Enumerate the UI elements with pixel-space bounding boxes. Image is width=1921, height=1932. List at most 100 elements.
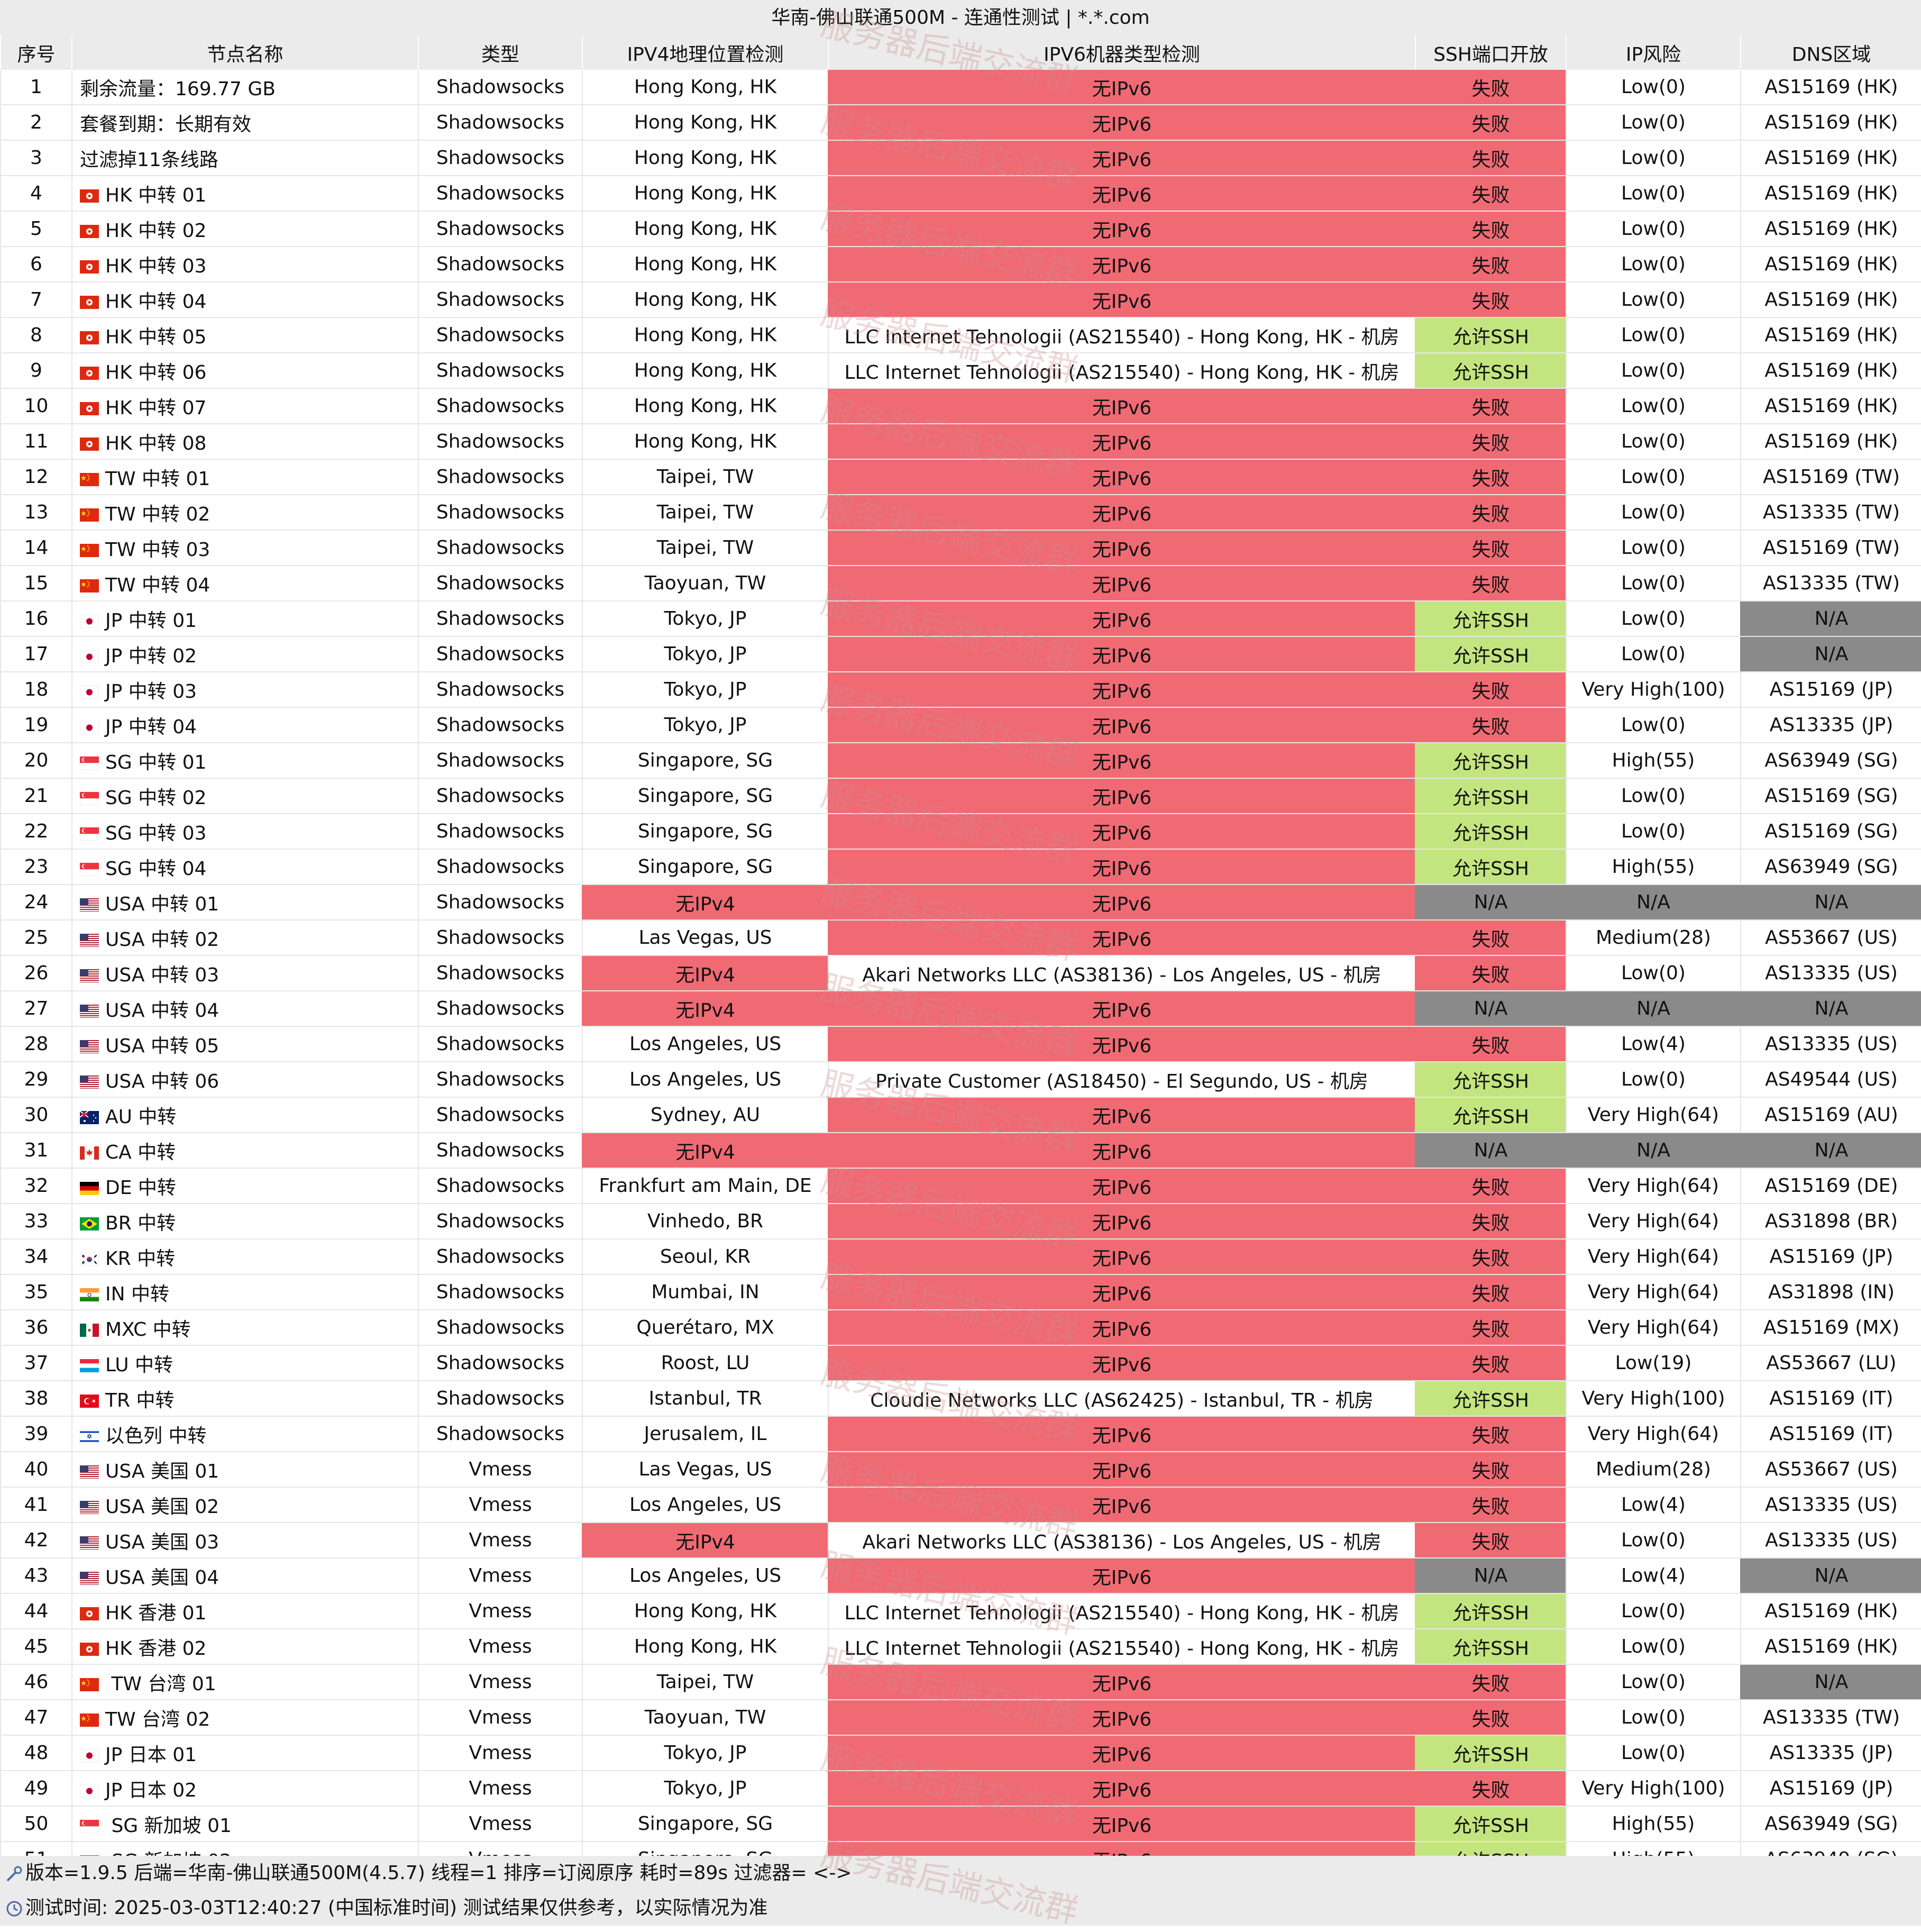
table-row[interactable]: 41 USA 美国 02 Vmess Los Angeles, US 无IPv6 失败 Lo… bbox=[0, 1487, 1921, 1523]
table-row[interactable]: 33 BR 中转 Shadowsocks Vinhedo, BR 无IPv6 失败 Very… bbox=[0, 1204, 1921, 1240]
table-row[interactable]: 16 JP 中转 01 Shadowsocks Tokyo, JP 无IPv6 允许SSH… bbox=[0, 601, 1921, 637]
table-row[interactable]: 44 HK 香港 01 Vmess Hong Kong, HK LLC Internet… bbox=[0, 1593, 1921, 1629]
cell-type: Shadowsocks bbox=[418, 814, 582, 850]
table-row[interactable]: 46 TW 台湾 01 Vmess Taipei, TW 无IPv6 失败 Low(0) N… bbox=[0, 1664, 1921, 1700]
col-header-ipv6[interactable]: IPV6机器类型检测 bbox=[828, 35, 1415, 70]
table-row[interactable]: 24 USA 中转 01 Shadowsocks 无IPv4 无IPv6 N/A N/A N/… bbox=[0, 885, 1921, 921]
table-row[interactable]: 22 SG 中转 03 Shadowsocks Singapore, SG 无IPv6 允… bbox=[0, 814, 1921, 850]
table-row[interactable]: 49 JP 日本 02 Vmess Tokyo, JP 无IPv6 失败 Very High… bbox=[0, 1771, 1921, 1807]
cell-ip-risk: Low(19) bbox=[1566, 1345, 1741, 1381]
cell-ipv4: Singapore, SG bbox=[582, 849, 828, 885]
cell-index: 47 bbox=[0, 1700, 72, 1736]
table-row[interactable]: 3 过滤掉11条线路 Shadowsocks Hong Kong, HK 无IPv6 失败… bbox=[0, 140, 1921, 176]
cell-dns: N/A bbox=[1740, 885, 1921, 921]
table-row[interactable]: 34 KR 中转 Shadowsocks Seoul, KR 无IPv6 失败 Very H… bbox=[0, 1239, 1921, 1275]
table-row[interactable]: 12 TW 中转 01 Shadowsocks Taipei, TW 无IPv6 失败 Lo… bbox=[0, 459, 1921, 495]
table-row[interactable]: 38 TR 中转 Shadowsocks Istanbul, TR Cloudie Ne… bbox=[0, 1381, 1921, 1417]
table-row[interactable]: 40 USA 美国 01 Vmess Las Vegas, US 无IPv6 失败 Medi… bbox=[0, 1452, 1921, 1488]
cell-ip-risk: N/A bbox=[1566, 991, 1741, 1027]
table-row[interactable]: 21 SG 中转 02 Shadowsocks Singapore, SG 无IPv6 允… bbox=[0, 778, 1921, 814]
table-row[interactable]: 25 USA 中转 02 Shadowsocks Las Vegas, US 无IPv6… bbox=[0, 920, 1921, 956]
table-row[interactable]: 8 HK 中转 05 Shadowsocks Hong Kong, HK LLC Int… bbox=[0, 317, 1921, 353]
table-row[interactable]: 20 SG 中转 01 Shadowsocks Singapore, SG 无IPv6 允… bbox=[0, 743, 1921, 779]
cell-ipv6: 无IPv6 bbox=[828, 636, 1415, 672]
table-row[interactable]: 6 HK 中转 03 Shadowsocks Hong Kong, HK 无IPv6 失败… bbox=[0, 247, 1921, 282]
cell-ssh: 失败 bbox=[1415, 1274, 1566, 1310]
cell-node-name: LU 中转 bbox=[71, 1345, 418, 1381]
table-row[interactable]: 14 TW 中转 03 Shadowsocks Taipei, TW 无IPv6 失败 Lo… bbox=[0, 530, 1921, 566]
col-header-index[interactable]: 序号 bbox=[0, 35, 72, 70]
table-row[interactable]: 45 HK 香港 02 Vmess Hong Kong, HK LLC Internet… bbox=[0, 1629, 1921, 1665]
table-row[interactable]: 39 以色列 中转 Shadowsocks Jerusalem, IL 无IPv6 失败 V… bbox=[0, 1416, 1921, 1452]
table-row[interactable]: 47 TW 台湾 02 Vmess Taoyuan, TW 无IPv6 失败 Low(0) A… bbox=[0, 1700, 1921, 1736]
table-row[interactable]: 19 JP 中转 04 Shadowsocks Tokyo, JP 无IPv6 失败 Low… bbox=[0, 707, 1921, 743]
table-row[interactable]: 26 USA 中转 03 Shadowsocks 无IPv4 Akari Network… bbox=[0, 955, 1921, 991]
table-row[interactable]: 29 USA 中转 06 Shadowsocks Los Angeles, US Pri… bbox=[0, 1062, 1921, 1098]
hk-flag-icon bbox=[80, 225, 99, 238]
cell-type: Vmess bbox=[418, 1771, 582, 1807]
table-row[interactable]: 17 JP 中转 02 Shadowsocks Tokyo, JP 无IPv6 允许SSH… bbox=[0, 636, 1921, 672]
cell-node-name: USA 美国 04 bbox=[71, 1558, 418, 1594]
table-row[interactable]: 15 TW 中转 04 Shadowsocks Taoyuan, TW 无IPv6 失败 L… bbox=[0, 566, 1921, 602]
table-row[interactable]: 18 JP 中转 03 Shadowsocks Tokyo, JP 无IPv6 失败 Ver… bbox=[0, 672, 1921, 708]
cell-type: Shadowsocks bbox=[418, 920, 582, 956]
cell-ssh: 失败 bbox=[1415, 140, 1566, 176]
cell-ip-risk: High(55) bbox=[1566, 849, 1741, 885]
cell-type: Shadowsocks bbox=[418, 1416, 582, 1452]
col-header-node-name[interactable]: 节点名称 bbox=[71, 35, 418, 70]
table-row[interactable]: 11 HK 中转 08 Shadowsocks Hong Kong, HK 无IPv6 失… bbox=[0, 424, 1921, 460]
col-header-ssh[interactable]: SSH端口开放 bbox=[1415, 35, 1566, 70]
table-row[interactable]: 32 DE 中转 Shadowsocks Frankfurt am Main, DE 无… bbox=[0, 1168, 1921, 1204]
col-header-dns[interactable]: DNS区域 bbox=[1740, 35, 1921, 70]
table-row[interactable]: 10 HK 中转 07 Shadowsocks Hong Kong, HK 无IPv6 失… bbox=[0, 388, 1921, 424]
cell-dns: AS15169 (HK) bbox=[1740, 70, 1921, 105]
cn-flag-icon bbox=[80, 1714, 99, 1727]
cell-dns: AS15169 (HK) bbox=[1740, 1629, 1921, 1665]
cell-ip-risk: Very High(100) bbox=[1566, 1381, 1741, 1417]
table-row[interactable]: 28 USA 中转 05 Shadowsocks Los Angeles, US 无IP… bbox=[0, 1026, 1921, 1062]
cell-ipv6: 无IPv6 bbox=[828, 70, 1415, 105]
cell-index: 48 bbox=[0, 1735, 72, 1771]
table-row[interactable]: 50 SG 新加坡 01 Vmess Singapore, SG 无IPv6 允许SSH… bbox=[0, 1806, 1921, 1842]
cell-type: Shadowsocks bbox=[418, 282, 582, 318]
cell-ssh: 失败 bbox=[1415, 70, 1566, 105]
cell-node-name: HK 香港 01 bbox=[71, 1593, 418, 1629]
table-row[interactable]: 4 HK 中转 01 Shadowsocks Hong Kong, HK 无IPv6 失败… bbox=[0, 176, 1921, 212]
cell-ip-risk: Low(0) bbox=[1566, 955, 1741, 991]
table-row[interactable]: 9 HK 中转 06 Shadowsocks Hong Kong, HK LLC Int… bbox=[0, 353, 1921, 389]
cell-index: 31 bbox=[0, 1133, 72, 1169]
cell-ssh: 允许SSH bbox=[1415, 601, 1566, 637]
br-flag-icon bbox=[80, 1217, 99, 1231]
cell-ipv6: 无IPv6 bbox=[828, 1026, 1415, 1062]
cell-ipv4: Taipei, TW bbox=[582, 495, 828, 531]
table-row[interactable]: 2 套餐到期：长期有效 Shadowsocks Hong Kong, HK 无IPv6 失… bbox=[0, 105, 1921, 141]
node-name-label: IN 中转 bbox=[105, 1283, 169, 1305]
page-title: 华南-佛山联通500M - 连通性测试 | *.*.com bbox=[0, 0, 1921, 35]
col-header-ip-risk[interactable]: IP风险 bbox=[1566, 35, 1741, 70]
table-row[interactable]: 31 CA 中转 Shadowsocks 无IPv4 无IPv6 N/A N/A N/A bbox=[0, 1133, 1921, 1169]
table-row[interactable]: 23 SG 中转 04 Shadowsocks Singapore, SG 无IPv6 允… bbox=[0, 849, 1921, 885]
cell-type: Vmess bbox=[418, 1523, 582, 1559]
cell-node-name: USA 中转 03 bbox=[71, 955, 418, 991]
col-header-type[interactable]: 类型 bbox=[418, 35, 582, 70]
col-header-ipv4[interactable]: IPV4地理位置检测 bbox=[582, 35, 828, 70]
cell-ssh: 失败 bbox=[1415, 388, 1566, 424]
table-row[interactable]: 43 USA 美国 04 Vmess Los Angeles, US 无IPv6 N/A L… bbox=[0, 1558, 1921, 1594]
table-row[interactable]: 37 LU 中转 Shadowsocks Roost, LU 无IPv6 失败 Low(19… bbox=[0, 1345, 1921, 1381]
cell-ip-risk: Low(0) bbox=[1566, 778, 1741, 814]
table-row[interactable]: 5 HK 中转 02 Shadowsocks Hong Kong, HK 无IPv6 失败… bbox=[0, 211, 1921, 247]
cell-index: 28 bbox=[0, 1026, 72, 1062]
table-row[interactable]: 27 USA 中转 04 Shadowsocks 无IPv4 无IPv6 N/A N/A N/… bbox=[0, 991, 1921, 1027]
table-row[interactable]: 7 HK 中转 04 Shadowsocks Hong Kong, HK 无IPv6 失败… bbox=[0, 282, 1921, 318]
table-row[interactable]: 30 AU 中转 Shadowsocks Sydney, AU 无IPv6 允许SSH Ve… bbox=[0, 1097, 1921, 1133]
cell-type: Shadowsocks bbox=[418, 636, 582, 672]
table-row[interactable]: 1 剩余流量：169.77 GB Shadowsocks Hong Kong, HK 无… bbox=[0, 70, 1921, 105]
cell-dns: N/A bbox=[1740, 991, 1921, 1027]
cell-ip-risk: Low(0) bbox=[1566, 1735, 1741, 1771]
table-row[interactable]: 13 TW 中转 02 Shadowsocks Taipei, TW 无IPv6 失败 Lo… bbox=[0, 495, 1921, 531]
table-row[interactable]: 36 MXC 中转 Shadowsocks Querétaro, MX 无IPv6 失败 V… bbox=[0, 1310, 1921, 1346]
table-row[interactable]: 42 USA 美国 03 Vmess 无IPv4 Akari Networks LLC … bbox=[0, 1523, 1921, 1559]
table-row[interactable]: 48 JP 日本 01 Vmess Tokyo, JP 无IPv6 允许SSH Low(0)… bbox=[0, 1735, 1921, 1771]
cell-node-name: 以色列 中转 bbox=[71, 1416, 418, 1452]
table-row[interactable]: 35 IN 中转 Shadowsocks Mumbai, IN 无IPv6 失败 Very … bbox=[0, 1274, 1921, 1310]
